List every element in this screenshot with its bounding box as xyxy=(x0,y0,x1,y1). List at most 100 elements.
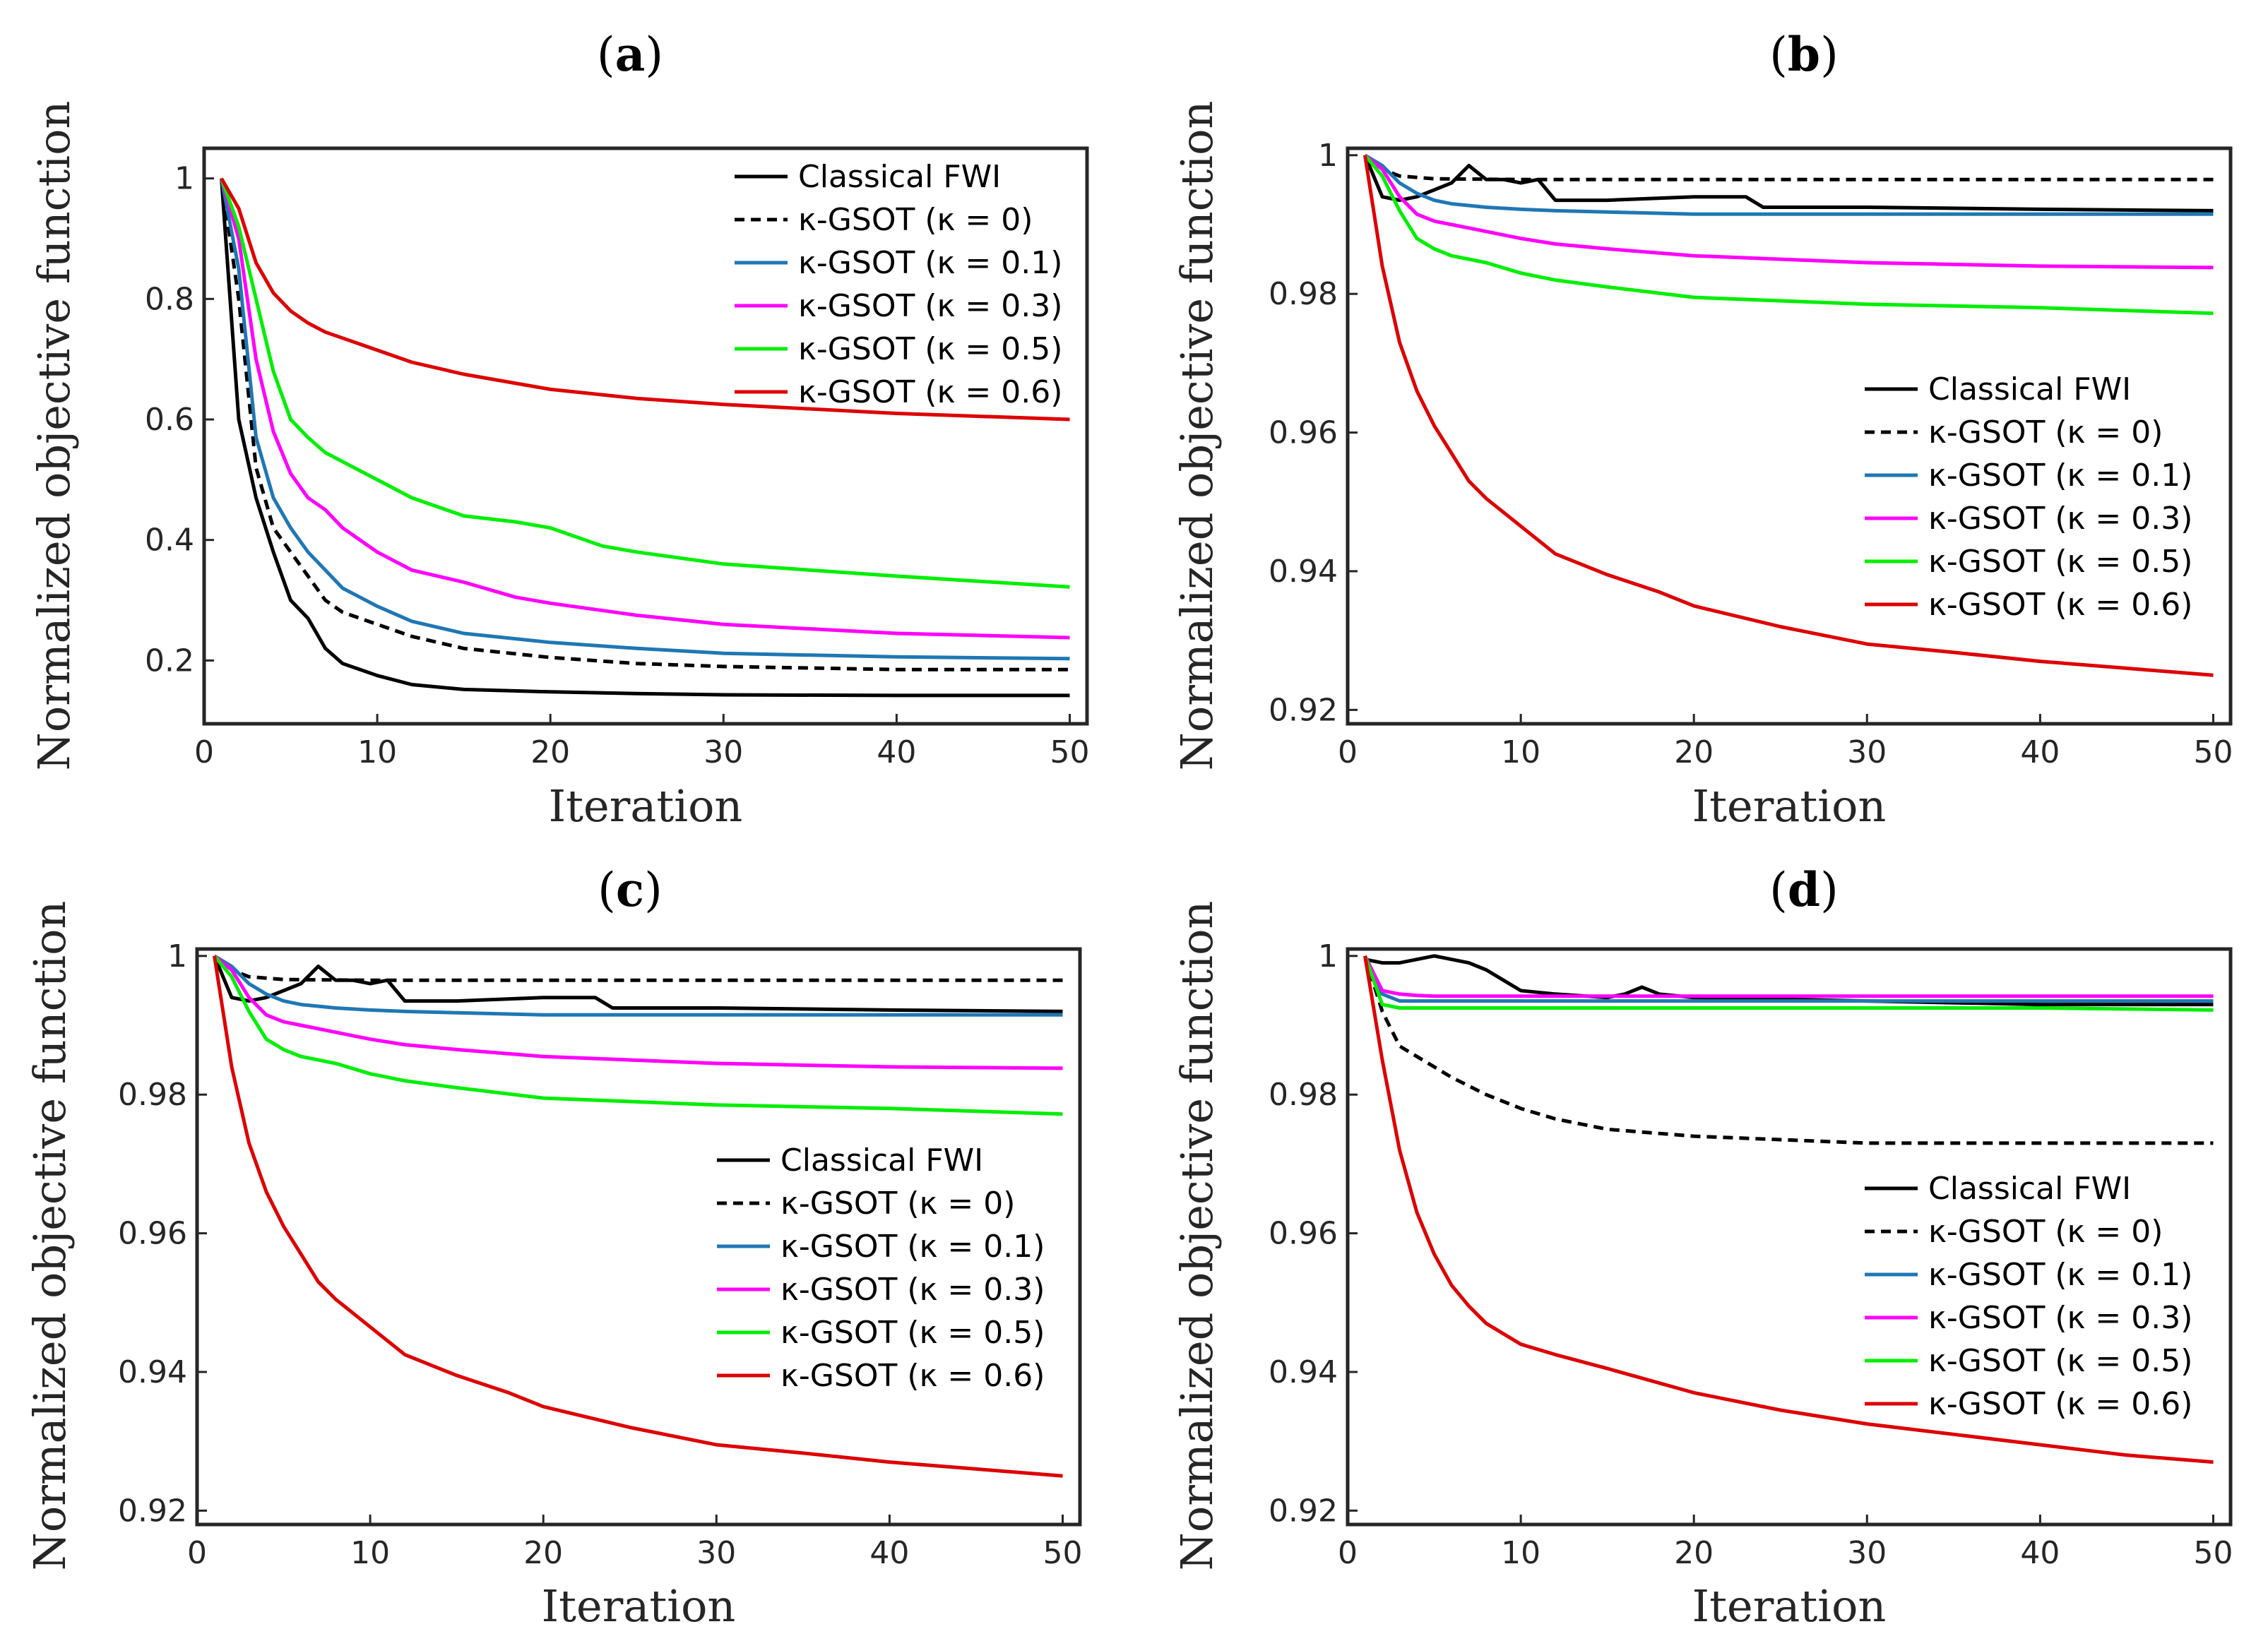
x-tick-label: 10 xyxy=(1501,1535,1540,1571)
panel-letter: c xyxy=(616,862,644,917)
y-tick-label: 0.4 xyxy=(145,523,194,559)
y-tick-label: 1 xyxy=(167,938,187,974)
tick-labels: 0 10 20 30 40 50 0.92 0.94 0.96 0.98 1 xyxy=(1269,138,2233,770)
y-tick-label: 0.2 xyxy=(145,643,194,679)
legend-label-k01: κ-GSOT (κ = 0.1) xyxy=(1928,458,2192,494)
y-tick-label: 1 xyxy=(1318,138,1338,174)
x-tick-label: 40 xyxy=(2020,734,2060,770)
x-axis-label: Iteration xyxy=(1692,1580,1887,1632)
series-line-k0 xyxy=(1363,153,2214,181)
y-tick-label: 0.94 xyxy=(1269,1354,1338,1390)
y-tick-label: 1 xyxy=(174,161,194,197)
x-tick-label: 0 xyxy=(194,734,214,770)
y-tick-label: 0.92 xyxy=(1269,692,1338,728)
legend-label-k0: κ-GSOT (κ = 0) xyxy=(798,202,1033,238)
legend-label-k06: κ-GSOT (κ = 0.6) xyxy=(1928,1386,2192,1422)
panel-letter: b xyxy=(1788,27,1820,82)
panel-title: (c) xyxy=(598,862,663,917)
x-tick-label: 0 xyxy=(1338,734,1358,770)
x-tick-label: 20 xyxy=(523,1535,563,1571)
series-line-classical xyxy=(220,178,1070,698)
legend-label-k03: κ-GSOT (κ = 0.3) xyxy=(780,1272,1045,1308)
legend-label-k0: κ-GSOT (κ = 0) xyxy=(1928,1214,2163,1250)
panel-a: (a) 0 10 20 30 40 50 0.2 0.4 0.6 0.8 1 Iteration N… xyxy=(28,27,1089,832)
x-tick-label: 30 xyxy=(696,1535,736,1571)
series-lines xyxy=(220,177,1070,698)
series-line-k06 xyxy=(1363,955,2214,1464)
x-axis-label: Iteration xyxy=(1692,780,1887,832)
legend-label-k05: κ-GSOT (κ = 0.5) xyxy=(1928,1343,2192,1379)
x-tick-label: 30 xyxy=(1847,1535,1887,1571)
panel-c: (c) 0 10 20 30 40 50 0.92 0.94 0.96 0.98 1 Iterati… xyxy=(24,862,1082,1632)
x-tick-label: 0 xyxy=(187,1535,207,1571)
legend-label-k05: κ-GSOT (κ = 0.5) xyxy=(780,1315,1045,1351)
x-tick-label: 40 xyxy=(2020,1535,2060,1571)
y-tick-label: 0.98 xyxy=(1269,276,1338,312)
legend-label-k06: κ-GSOT (κ = 0.6) xyxy=(798,374,1062,410)
legend-label-k05: κ-GSOT (κ = 0.5) xyxy=(798,331,1062,367)
panel-title: (d) xyxy=(1769,862,1839,917)
legend: Classical FWI κ-GSOT (κ = 0) κ-GSOT (κ =… xyxy=(717,1142,1045,1394)
legend-label-classical: Classical FWI xyxy=(1928,371,2131,407)
legend: Classical FWI κ-GSOT (κ = 0) κ-GSOT (κ =… xyxy=(735,159,1062,410)
series-line-k01 xyxy=(1364,153,2214,216)
legend-label-k01: κ-GSOT (κ = 0.1) xyxy=(780,1229,1045,1265)
y-tick-label: 0.92 xyxy=(1269,1493,1338,1529)
x-tick-label: 10 xyxy=(1501,734,1540,770)
series-line-k03 xyxy=(213,954,1063,1070)
y-tick-label: 0.8 xyxy=(145,281,194,317)
series-line-k01 xyxy=(213,954,1063,1017)
x-tick-label: 50 xyxy=(1043,1535,1082,1571)
panel-letter: d xyxy=(1788,862,1820,917)
tick-labels: 0 10 20 30 40 50 0.2 0.4 0.6 0.8 1 xyxy=(145,161,1089,770)
x-axis-label: Iteration xyxy=(542,1580,736,1632)
series-line-k03 xyxy=(1363,955,2214,998)
y-tick-label: 0.96 xyxy=(1269,1216,1338,1252)
legend-label-k03: κ-GSOT (κ = 0.3) xyxy=(798,288,1062,324)
y-axis-label: Normalized objective function xyxy=(1171,101,1223,771)
series-line-k0 xyxy=(213,954,1063,982)
x-tick-label: 20 xyxy=(1674,734,1714,770)
x-axis-label: Iteration xyxy=(549,780,743,832)
x-tick-label: 30 xyxy=(703,734,743,770)
y-axis-label: Normalized objective function xyxy=(1171,901,1223,1571)
legend-label-classical: Classical FWI xyxy=(1928,1171,2131,1207)
y-axis-label: Normalized objective function xyxy=(28,101,80,771)
legend-label-k06: κ-GSOT (κ = 0.6) xyxy=(780,1358,1045,1394)
series-line-k03 xyxy=(220,178,1070,640)
legend-label-k03: κ-GSOT (κ = 0.3) xyxy=(1928,501,2192,537)
series-line-classical xyxy=(213,955,1063,1013)
x-tick-label: 50 xyxy=(2193,1535,2233,1571)
plot-area xyxy=(202,146,1089,726)
legend-label-k05: κ-GSOT (κ = 0.5) xyxy=(1928,544,2192,580)
x-tick-label: 20 xyxy=(530,734,570,770)
plot-area xyxy=(1346,947,2233,1527)
y-tick-label: 1 xyxy=(1318,938,1338,974)
x-tick-label: 50 xyxy=(1050,734,1089,770)
series-line-k06 xyxy=(1363,155,2214,677)
series-line-classical xyxy=(1363,154,2214,213)
series-line-k05 xyxy=(1363,955,2214,1012)
tick-labels: 0 10 20 30 40 50 0.92 0.94 0.96 0.98 1 xyxy=(118,938,1082,1571)
x-tick-label: 20 xyxy=(1674,1535,1714,1571)
legend-label-k0: κ-GSOT (κ = 0) xyxy=(1928,414,2163,450)
legend: Classical FWI κ-GSOT (κ = 0) κ-GSOT (κ =… xyxy=(1865,1171,2192,1422)
legend-label-k01: κ-GSOT (κ = 0.1) xyxy=(1928,1257,2192,1293)
x-tick-label: 40 xyxy=(877,734,916,770)
series-line-k01 xyxy=(220,178,1070,661)
tick-labels: 0 10 20 30 40 50 0.92 0.94 0.96 0.98 1 xyxy=(1269,938,2233,1571)
x-tick-label: 10 xyxy=(357,734,397,770)
series-line-k05 xyxy=(220,177,1070,589)
legend-label-k0: κ-GSOT (κ = 0) xyxy=(780,1186,1015,1222)
series-line-k05 xyxy=(213,955,1063,1116)
series-line-k03 xyxy=(1363,153,2214,270)
y-tick-label: 0.94 xyxy=(1269,554,1338,590)
series-line-k05 xyxy=(1363,154,2214,316)
series-line-k0 xyxy=(1363,955,2214,1145)
y-tick-label: 0.92 xyxy=(118,1493,187,1529)
series-lines xyxy=(213,954,1063,1478)
x-tick-label: 40 xyxy=(869,1535,909,1571)
x-tick-label: 10 xyxy=(350,1535,390,1571)
panel-letter: a xyxy=(615,27,646,82)
y-axis-label: Normalized objective function xyxy=(24,901,76,1571)
